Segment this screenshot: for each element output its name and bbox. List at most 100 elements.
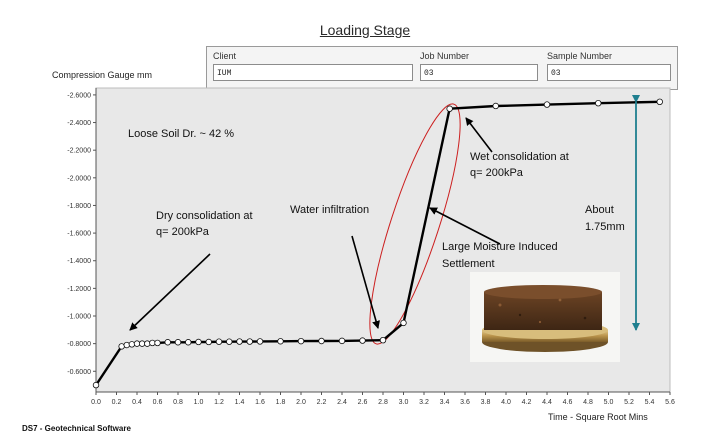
data-point xyxy=(543,101,551,108)
software-footer: DS7 - Geotechnical Software xyxy=(22,424,131,433)
data-point xyxy=(123,341,130,349)
data-point xyxy=(154,339,161,347)
x-ticks: 0.0 0.2 0.4 0.6 0.8 1.0 1.2 1.4 1.6 1.8 2.0 2.2 2.4 2… xyxy=(91,392,675,406)
water-infiltration-annotation: Water infiltration xyxy=(290,204,369,216)
data-point xyxy=(277,338,284,345)
data-point xyxy=(174,339,182,346)
x-tick-label: 0.8 xyxy=(173,399,183,406)
data-point xyxy=(446,105,453,112)
dry-consolidation-arrow xyxy=(129,253,211,331)
wet-consolidation-annotation-1: Wet consolidation at xyxy=(470,151,569,163)
x-tick-label: 3.8 xyxy=(481,399,491,406)
x-tick-label: 4.4 xyxy=(542,399,552,406)
moisture-settlement-annotation-2: Settlement xyxy=(442,258,495,270)
data-point xyxy=(128,341,136,348)
y-tick-label: -1.8000 xyxy=(67,203,91,210)
data-point xyxy=(338,337,346,345)
data-point xyxy=(118,343,125,350)
x-tick-label: 5.6 xyxy=(665,399,675,406)
data-point xyxy=(195,338,202,346)
client-group: Client IUM xyxy=(213,51,413,81)
data-point xyxy=(656,98,663,106)
data-point xyxy=(205,338,212,346)
sample-number-group: Sample Number 03 xyxy=(547,51,671,81)
x-tick-label: 1.2 xyxy=(214,399,224,406)
x-tick-label: 1.8 xyxy=(276,399,286,406)
x-tick-label: 4.2 xyxy=(522,399,532,406)
x-tick-label: 5.2 xyxy=(624,399,634,406)
x-axis-title: Time - Square Root Mins xyxy=(548,412,648,422)
data-point xyxy=(359,337,366,344)
data-point xyxy=(236,338,243,345)
client-label: Client xyxy=(213,51,237,61)
data-point xyxy=(215,338,223,345)
x-tick-label: 0.2 xyxy=(112,399,122,406)
moisture-settlement-annotation-1: Large Moisture Induced xyxy=(442,241,558,253)
data-point xyxy=(595,99,602,107)
wet-consolidation-annotation-2: q= 200kPa xyxy=(470,167,524,179)
x-tick-label: 2.8 xyxy=(378,399,388,406)
x-tick-label: 3.4 xyxy=(440,399,450,406)
sample-info-panel: Client IUM Job Number 03 Sample Number 0… xyxy=(206,46,678,90)
data-point xyxy=(226,338,233,345)
x-tick-label: 0.4 xyxy=(132,399,142,406)
y-tick-label: -1.2000 xyxy=(67,286,91,293)
x-tick-label: 3.0 xyxy=(399,399,409,406)
about-annotation-1: About xyxy=(585,204,614,216)
x-tick-label: 4.8 xyxy=(583,399,593,406)
y-tick-label: -0.6000 xyxy=(67,369,91,376)
water-infiltration-arrow xyxy=(351,235,380,329)
y-tick-label: -0.8000 xyxy=(67,341,91,348)
data-point xyxy=(297,337,305,345)
y-tick-label: -1.4000 xyxy=(67,258,91,265)
x-tick-label: 0.0 xyxy=(91,399,101,406)
x-tick-label: 2.6 xyxy=(358,399,368,406)
x-tick-label: 1.6 xyxy=(255,399,265,406)
job-number-field[interactable]: 03 xyxy=(420,64,538,81)
y-ticks: -0.6000 -0.8000 -1.0000 -1.2000 -1.4000 -1.60… xyxy=(67,92,96,376)
data-point xyxy=(256,338,264,345)
data-point xyxy=(400,319,407,327)
data-point xyxy=(164,339,171,346)
y-tick-label: -1.0000 xyxy=(67,314,91,321)
x-tick-label: 2.4 xyxy=(337,399,347,406)
x-tick-label: 4.6 xyxy=(563,399,573,406)
moisture-settlement-arrow xyxy=(429,207,501,245)
settlement-highlight-ellipse xyxy=(369,103,461,345)
loose-soil-annotation: Loose Soil Dr. ~ 42 % xyxy=(128,128,234,140)
data-point xyxy=(379,336,387,344)
x-tick-label: 4.0 xyxy=(501,399,511,406)
x-tick-label: 5.0 xyxy=(604,399,614,406)
y-tick-label: -2.0000 xyxy=(67,175,91,182)
data-point xyxy=(246,338,253,345)
y-tick-label: -2.6000 xyxy=(67,92,91,99)
job-number-group: Job Number 03 xyxy=(420,51,538,81)
dry-consolidation-annotation-2: q= 200kPa xyxy=(156,226,210,238)
y-tick-label: -2.2000 xyxy=(67,148,91,155)
soil-sample-photo xyxy=(470,272,620,362)
client-field[interactable]: IUM xyxy=(213,64,413,81)
job-number-label: Job Number xyxy=(420,51,470,61)
page-title: Loading Stage xyxy=(319,22,411,38)
x-tick-label: 2.0 xyxy=(296,399,306,406)
y-tick-label: -1.6000 xyxy=(67,231,91,238)
series-points xyxy=(92,98,663,389)
x-tick-label: 3.6 xyxy=(460,399,470,406)
x-tick-label: 2.2 xyxy=(317,399,327,406)
y-axis-title: Compression Gauge mm xyxy=(52,70,153,80)
x-tick-label: 1.4 xyxy=(235,399,245,406)
x-tick-label: 5.4 xyxy=(645,399,655,406)
data-point xyxy=(492,102,499,110)
sample-number-field[interactable]: 03 xyxy=(547,64,671,81)
x-tick-label: 3.2 xyxy=(419,399,429,406)
data-point xyxy=(185,339,192,346)
x-tick-label: 1.0 xyxy=(194,399,204,406)
data-point xyxy=(144,340,151,347)
data-point xyxy=(318,337,325,345)
x-tick-label: 0.6 xyxy=(153,399,163,406)
data-point xyxy=(92,381,100,389)
about-annotation-2: 1.75mm xyxy=(585,221,625,233)
y-tick-label: -2.4000 xyxy=(67,120,91,127)
wet-consolidation-arrow xyxy=(465,117,493,153)
